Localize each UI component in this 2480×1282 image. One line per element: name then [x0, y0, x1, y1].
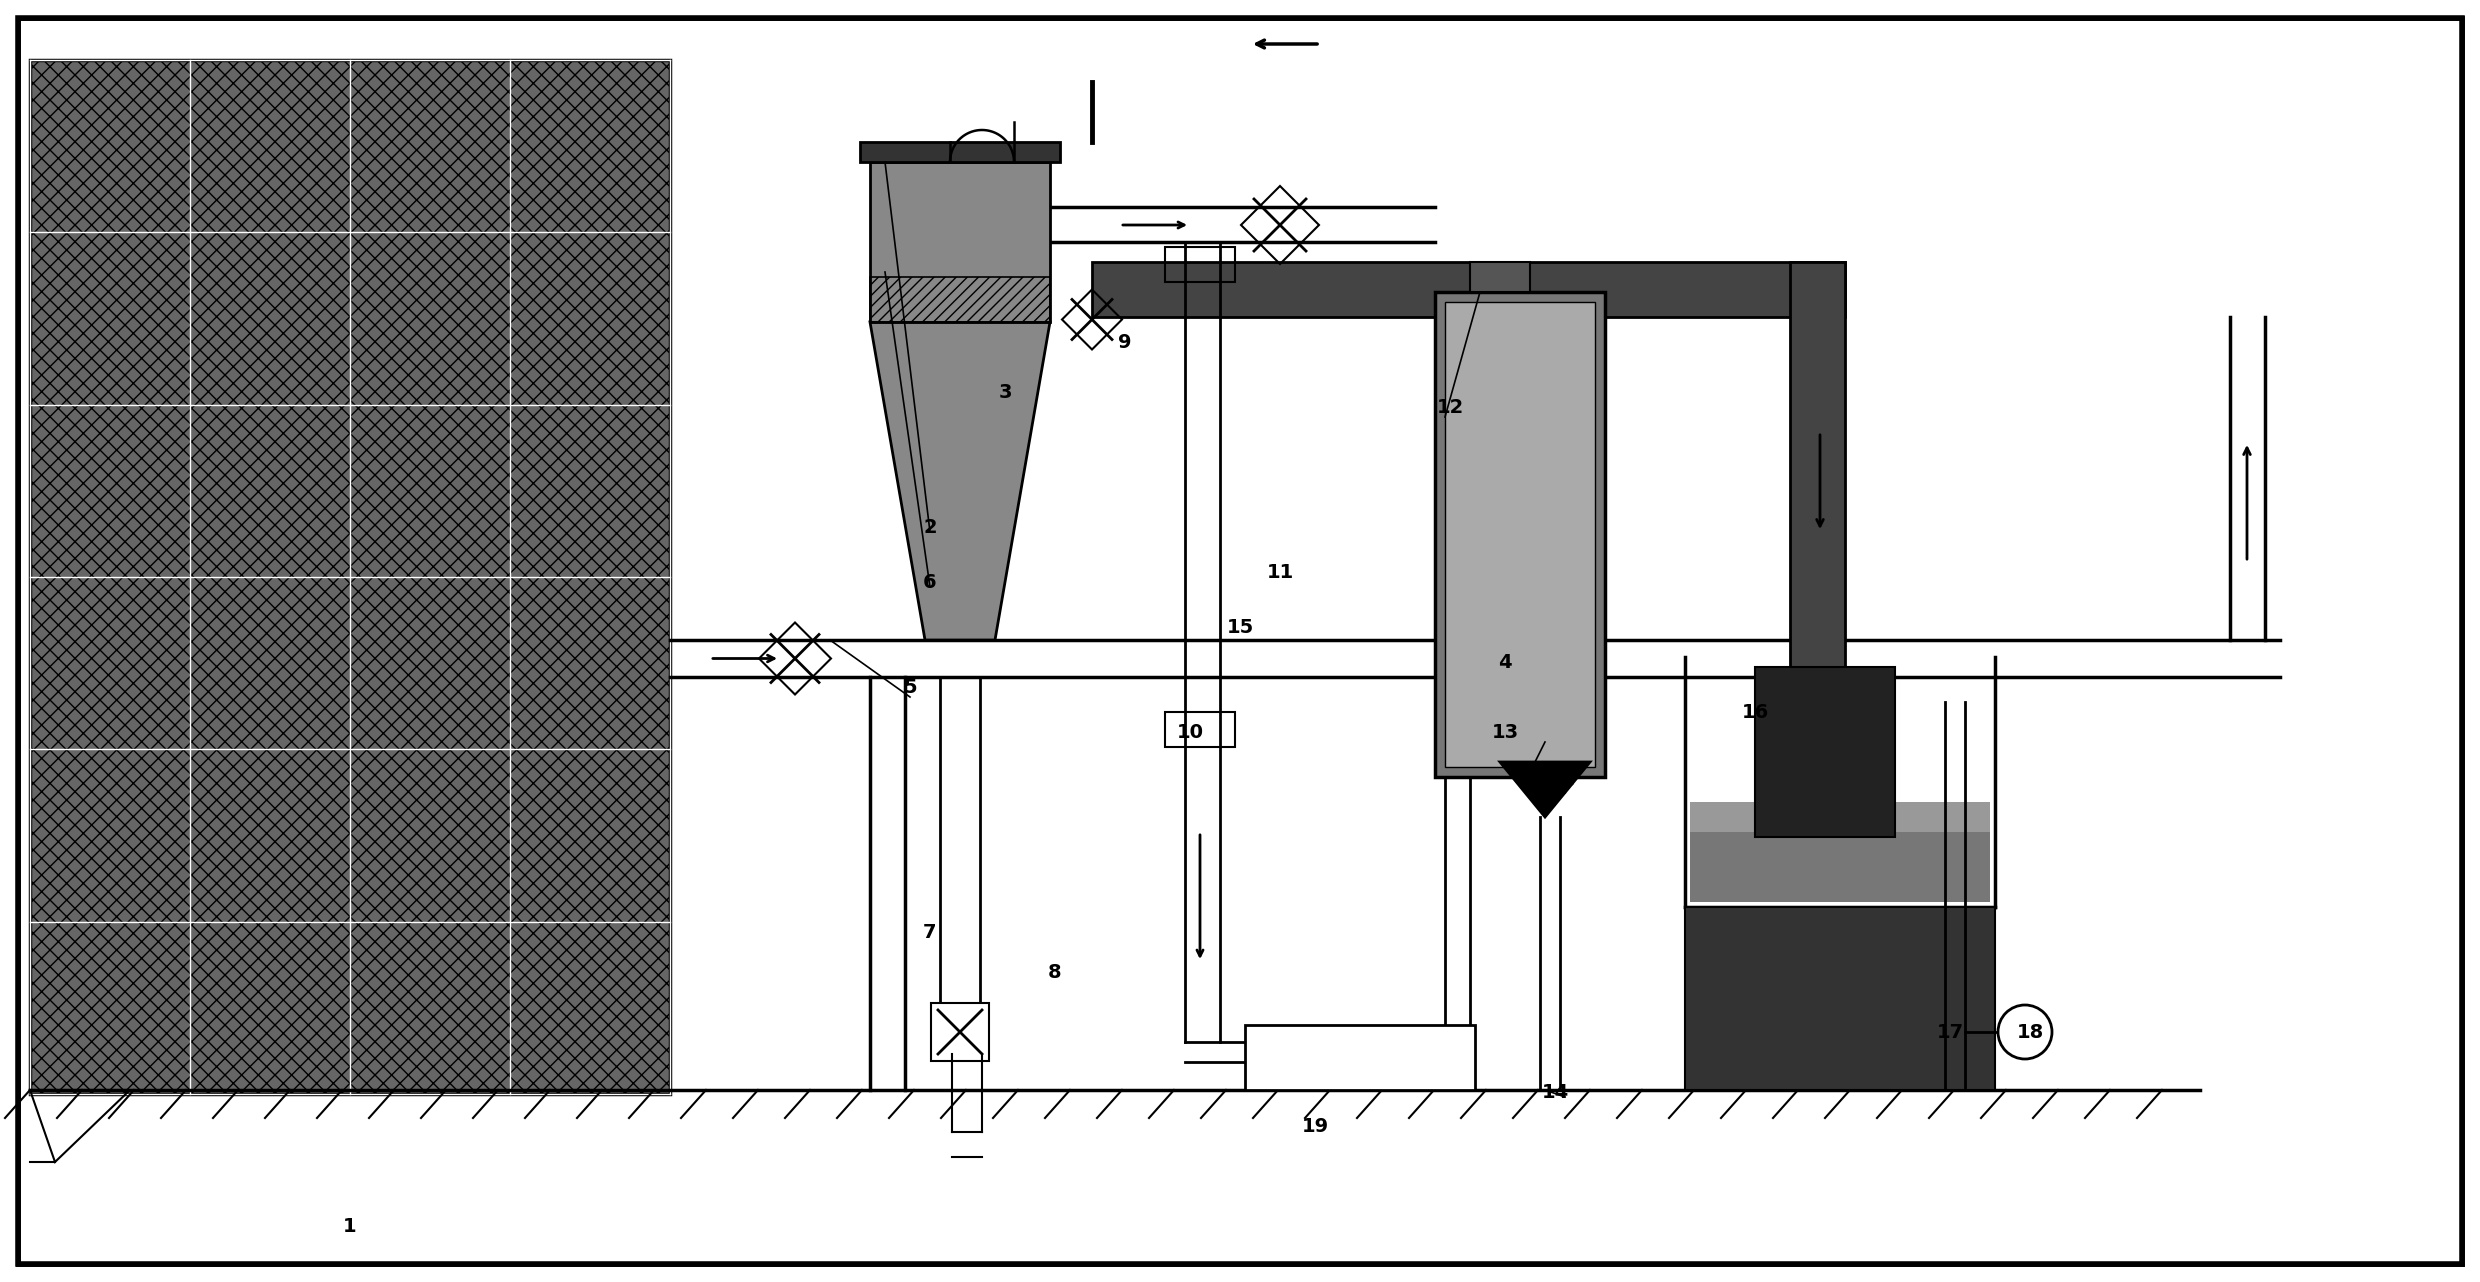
Bar	[870, 162, 1049, 322]
Bar	[1166, 712, 1235, 747]
Text: 2: 2	[923, 518, 937, 536]
Text: 6: 6	[923, 573, 937, 591]
Text: 7: 7	[923, 923, 937, 941]
Bar	[1791, 262, 1845, 682]
Bar	[30, 60, 670, 1094]
Text: 5: 5	[903, 677, 918, 696]
Bar	[1684, 906, 1994, 1090]
Bar	[861, 142, 1059, 162]
Text: 1: 1	[342, 1218, 357, 1237]
Text: 3: 3	[999, 382, 1012, 401]
Bar	[1689, 832, 1989, 903]
Bar	[1756, 667, 1895, 837]
Text: 10: 10	[1176, 723, 1203, 741]
Polygon shape	[870, 322, 1049, 640]
Text: 14: 14	[1543, 1082, 1570, 1101]
Bar	[1471, 262, 1530, 292]
Bar	[1689, 803, 1989, 903]
Text: 9: 9	[1118, 332, 1131, 351]
Bar	[870, 277, 1049, 322]
Circle shape	[1999, 1005, 2051, 1059]
Text: 11: 11	[1267, 563, 1295, 582]
Text: 15: 15	[1228, 618, 1252, 636]
Bar	[1436, 292, 1605, 777]
Text: 13: 13	[1490, 723, 1518, 741]
Bar	[1166, 247, 1235, 282]
Bar	[1446, 303, 1595, 767]
Bar	[1091, 262, 1845, 317]
Text: 12: 12	[1436, 397, 1463, 417]
Bar	[932, 1004, 990, 1060]
Text: 8: 8	[1049, 963, 1061, 982]
Text: 16: 16	[1741, 703, 1768, 722]
Text: 17: 17	[1937, 1023, 1964, 1041]
Text: 19: 19	[1302, 1118, 1329, 1137]
Polygon shape	[1500, 762, 1590, 817]
Bar	[1245, 1026, 1476, 1090]
Text: 18: 18	[2016, 1023, 2044, 1041]
Text: 4: 4	[1498, 653, 1513, 672]
